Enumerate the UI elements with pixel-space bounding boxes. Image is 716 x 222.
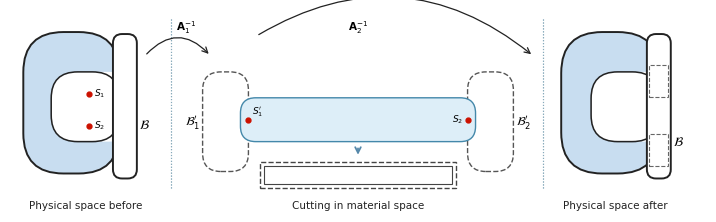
Text: Cutting in material space: Cutting in material space [292,201,424,211]
FancyBboxPatch shape [113,34,137,178]
FancyBboxPatch shape [241,98,475,142]
Text: $S_2$: $S_2$ [94,119,105,132]
FancyBboxPatch shape [468,72,513,172]
FancyBboxPatch shape [561,32,659,174]
Text: Physical space after: Physical space after [563,201,667,211]
Bar [649,134,668,166]
Text: $S_1'$: $S_1'$ [253,105,263,119]
Text: $\mathcal{B}_2'$: $\mathcal{B}_2'$ [516,113,531,131]
Bar [261,162,455,188]
Text: $\mathbf{A}_2^{-1}$: $\mathbf{A}_2^{-1}$ [348,20,368,36]
FancyBboxPatch shape [203,72,248,172]
Bar [264,166,452,184]
FancyBboxPatch shape [591,72,674,142]
Text: $S_2$: $S_2$ [453,113,463,126]
Text: $\mathcal{B}$: $\mathcal{B}$ [673,136,684,149]
Text: Physical space before: Physical space before [29,201,142,211]
Bar [649,65,668,97]
FancyBboxPatch shape [52,72,136,142]
Text: $S_1$: $S_1$ [94,87,105,100]
Text: $\mathcal{B}_1'$: $\mathcal{B}_1'$ [185,113,200,131]
Text: $\mathcal{B}$: $\mathcal{B}$ [139,119,150,132]
FancyBboxPatch shape [647,34,671,178]
FancyBboxPatch shape [24,32,119,174]
Text: $\mathbf{A}_1^{-1}$: $\mathbf{A}_1^{-1}$ [175,20,195,36]
